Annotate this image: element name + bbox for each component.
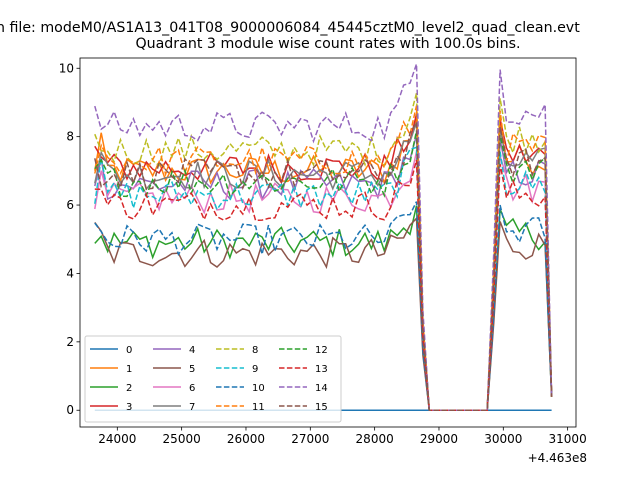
chart-suptitle: in file: modeM0/AS1A13_041T08_9000006084… [0,20,580,36]
legend-label-4: 4 [189,345,195,356]
legend-label-8: 8 [252,345,258,356]
legend-label-10: 10 [252,383,265,394]
y-tick-label: 2 [66,335,74,349]
y-tick-label: 0 [66,403,74,417]
series-line-15 [94,119,553,411]
plot-frame [79,57,577,428]
x-tick-label: 29000 [420,432,458,446]
legend-label-12: 12 [315,345,328,356]
y-tick-label: 4 [66,266,74,280]
y-tick-label: 8 [66,130,74,144]
legend-label-5: 5 [189,364,195,375]
y-tick-label: 6 [66,198,74,212]
legend-label-15: 15 [315,402,328,413]
y-tick-label: 10 [59,61,74,75]
legend-label-1: 1 [126,364,132,375]
legend-label-13: 13 [315,364,328,375]
x-tick-label: 28000 [356,432,394,446]
series-line-11 [94,105,553,411]
legend-label-9: 9 [252,364,258,375]
x-axis-offset-label: +4.463e8 [527,451,587,465]
x-tick-label: 25000 [163,432,201,446]
legend-label-3: 3 [126,402,132,413]
legend-label-11: 11 [252,402,265,413]
x-tick-label: 30000 [484,432,522,446]
legend-label-2: 2 [126,383,132,394]
x-tick-label: 27000 [291,432,329,446]
x-tick-label: 31000 [549,432,587,446]
legend-box [84,335,342,423]
legend-label-0: 0 [126,345,132,356]
legend-label-14: 14 [315,383,328,394]
legend-label-6: 6 [189,383,195,394]
x-tick-label: 26000 [227,432,265,446]
x-tick-label: 24000 [98,432,136,446]
chart-title: Quadrant 3 module wise count rates with … [135,36,521,52]
legend-label-7: 7 [189,402,195,413]
